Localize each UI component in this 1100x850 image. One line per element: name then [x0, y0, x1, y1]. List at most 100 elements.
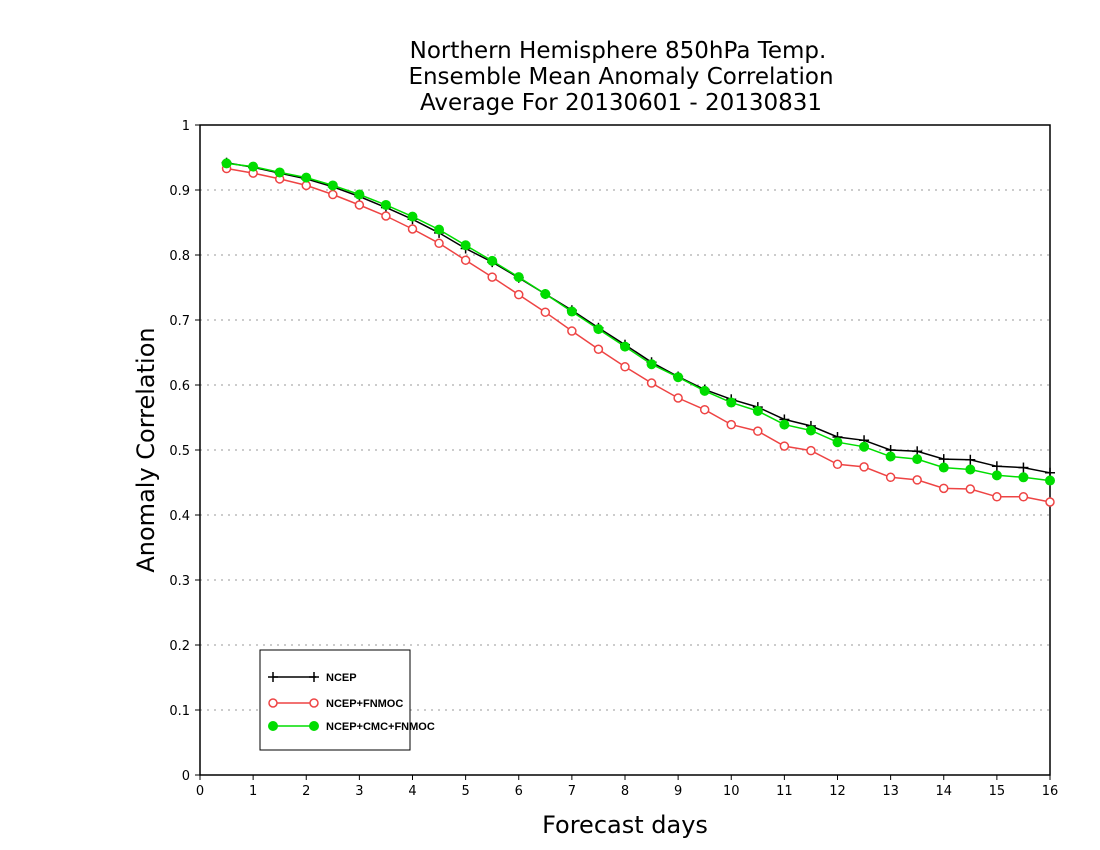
data-point	[514, 289, 524, 300]
x-tick-label: 13	[882, 784, 899, 799]
legend-marker	[309, 672, 319, 682]
data-point	[885, 451, 896, 462]
y-tick-label: 0.4	[169, 509, 190, 524]
series-0	[221, 157, 1055, 478]
data-point	[753, 426, 763, 436]
x-tick-label: 4	[408, 784, 416, 799]
title-line-1: Northern Hemisphere 850hPa Temp.	[410, 38, 827, 64]
data-point	[859, 462, 869, 472]
data-point	[567, 326, 577, 336]
y-axis-label: Anomaly Correlation	[132, 327, 160, 572]
data-point	[381, 211, 391, 221]
x-tick-label: 10	[723, 784, 740, 799]
legend-item-1: NCEP+FNMOC	[268, 698, 403, 710]
y-tick-label: 1	[182, 119, 190, 134]
data-point	[354, 200, 365, 210]
data-point	[699, 385, 710, 396]
data-point	[566, 306, 577, 317]
data-point	[460, 255, 471, 265]
data-point	[620, 362, 630, 372]
legend-item-2: NCEP+CMC+FNMOC	[268, 721, 435, 733]
y-tick-label: 0.3	[169, 574, 190, 589]
x-tick-label: 15	[989, 784, 1006, 799]
legend-marker	[268, 698, 278, 708]
data-point	[779, 419, 790, 430]
legend-label: NCEP	[326, 672, 357, 684]
data-point	[912, 454, 923, 465]
y-tick-label: 0.1	[169, 704, 190, 719]
data-point	[991, 461, 1002, 472]
x-tick-label: 9	[674, 784, 682, 799]
data-point	[673, 393, 683, 403]
legend-box	[259, 649, 411, 751]
data-point	[673, 372, 684, 383]
series-line-0	[226, 161, 1051, 474]
data-point	[806, 445, 816, 456]
data-point	[646, 359, 657, 370]
data-point	[965, 464, 976, 475]
grid	[200, 189, 1050, 711]
x-axis: 0 1 2 3 4 5 6 7 8 9 10 11 12 13 14 15 16	[196, 775, 1058, 799]
data-point	[1045, 475, 1055, 486]
legend-marker	[309, 721, 319, 731]
data-point	[460, 240, 471, 251]
y-tick-label: 0.9	[169, 184, 190, 199]
data-point	[593, 324, 604, 335]
y-tick-label: 0	[182, 769, 190, 784]
data-point	[487, 272, 497, 282]
data-point	[832, 437, 843, 448]
data-point	[407, 211, 418, 222]
title-line-3: Average For 20130601 - 20130831	[420, 90, 822, 116]
data-point	[726, 397, 737, 408]
data-point	[939, 483, 949, 494]
x-tick-label: 14	[935, 784, 952, 799]
data-point	[513, 272, 524, 283]
x-tick-label: 8	[621, 784, 629, 799]
data-point	[487, 255, 498, 266]
data-point	[805, 425, 816, 436]
data-point	[965, 454, 976, 465]
data-point	[540, 307, 551, 317]
data-point	[620, 341, 630, 352]
data-point	[274, 167, 285, 178]
data-point	[380, 199, 391, 210]
x-tick-label: 12	[829, 784, 846, 799]
data-point	[991, 470, 1002, 481]
series-2	[221, 158, 1055, 486]
legend-item-0: NCEP	[268, 672, 357, 684]
series-container	[221, 157, 1055, 507]
x-tick-label: 5	[461, 784, 469, 799]
series-line-1	[226, 167, 1051, 503]
data-point	[752, 406, 763, 416]
data-point	[221, 158, 232, 169]
data-point	[434, 238, 444, 249]
legend: NCEP NCEP+FNMOC NCEP+CMC+FNMOC	[259, 649, 435, 751]
data-point	[328, 189, 338, 200]
data-point	[354, 189, 365, 200]
data-point	[1018, 462, 1029, 473]
data-point	[885, 472, 896, 483]
data-point	[646, 378, 657, 388]
data-point	[859, 441, 870, 452]
data-point	[1018, 492, 1029, 502]
series-1	[221, 163, 1055, 507]
x-tick-label: 11	[776, 784, 793, 799]
x-axis-label: Forecast days	[542, 811, 708, 839]
data-point	[327, 180, 338, 191]
y-tick-label: 0.5	[169, 444, 190, 459]
data-point	[779, 441, 790, 451]
x-tick-label: 7	[568, 784, 576, 799]
x-tick-label: 16	[1042, 784, 1059, 799]
y-tick-label: 0.8	[169, 249, 190, 264]
y-tick-label: 0.6	[169, 379, 190, 394]
chart-title: Northern Hemisphere 850hPa Temp. Ensembl…	[408, 38, 833, 116]
legend-label: NCEP+FNMOC	[326, 698, 403, 710]
y-axis: 0 0.1 0.2 0.3 0.4 0.5 0.6 0.7 0.8 0.9 1	[169, 119, 200, 784]
title-line-2: Ensemble Mean Anomaly Correlation	[408, 64, 833, 90]
data-point	[938, 454, 949, 465]
legend-marker	[309, 698, 319, 708]
legend-marker	[268, 721, 278, 731]
data-point	[699, 404, 710, 415]
data-point	[593, 344, 604, 354]
